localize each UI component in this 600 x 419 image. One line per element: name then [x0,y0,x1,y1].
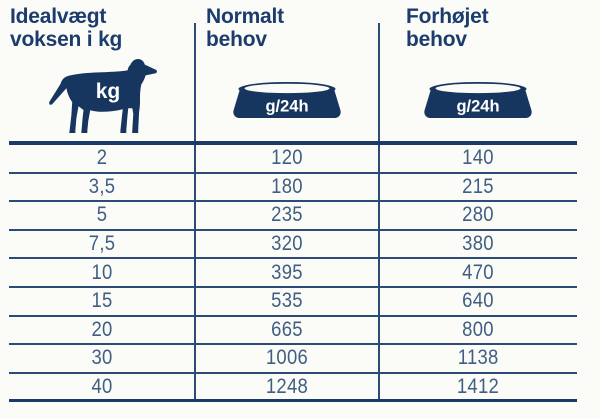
weight-column-title-line2: voksen i kg [10,28,123,51]
table-row: 5 235 280 [9,202,577,231]
elevated-column-title: Forhøjet behov [406,5,489,51]
normal-bowl-unit-label: g/24h [265,98,308,116]
elevated-amount-cell: 640 [462,289,494,313]
normal-bowl-icon: g/24h [233,82,341,118]
weight-cell: 5 [96,203,108,227]
normal-amount-cell: 1248 [265,374,309,398]
column-divider [378,23,380,402]
weight-column-title: Idealvægt voksen i kg [10,5,122,51]
elevated-bowl-icon: g/24h [424,82,532,118]
elevated-amount-cell: 140 [462,146,494,170]
column-divider [194,23,196,402]
table-row: 20 665 800 [9,317,577,346]
elevated-bowl-unit-label: g/24h [456,98,499,116]
weight-cell: 15 [91,289,113,313]
normal-amount-cell: 120 [271,146,303,170]
table-row: 30 1006 1138 [9,345,577,374]
weight-column-title-line1: Idealvægt [10,5,107,28]
weight-cell: 7,5 [88,232,116,256]
normal-amount-cell: 235 [271,203,303,227]
dog-kg-badge: kg [96,80,121,103]
elevated-amount-cell: 280 [462,203,494,227]
elevated-amount-cell: 215 [462,174,494,198]
table-row: 15 535 640 [9,288,577,317]
weight-cell: 40 [91,374,113,398]
table-row: 2 120 140 [9,145,577,174]
normal-column-title-line1: Normalt [206,5,284,28]
normal-column-title-line2: behov [206,28,267,51]
normal-amount-cell: 1006 [265,346,309,370]
table-row: 7,5 320 380 [9,231,577,260]
elevated-amount-cell: 1412 [456,374,500,398]
elevated-amount-cell: 800 [462,317,494,341]
table-row: 10 395 470 [9,259,577,288]
elevated-column-title-line1: Forhøjet [406,5,489,28]
normal-amount-cell: 395 [271,260,303,284]
normal-column-title: Normalt behov [206,5,284,51]
weight-cell: 10 [91,260,113,284]
normal-amount-cell: 320 [271,232,303,256]
weight-cell: 30 [91,346,113,370]
elevated-amount-cell: 380 [462,232,494,256]
elevated-amount-cell: 1138 [457,346,499,370]
table-row: 3,5 180 215 [9,174,577,203]
elevated-column-title-line2: behov [406,28,467,51]
normal-amount-cell: 665 [271,317,303,341]
dog-icon: kg [49,59,157,133]
normal-amount-cell: 535 [271,289,303,313]
elevated-amount-cell: 470 [462,260,494,284]
feeding-table: 2 120 140 3,5 180 215 5 235 280 7,5 320 … [9,141,577,403]
table-body: 2 120 140 3,5 180 215 5 235 280 7,5 320 … [9,145,577,403]
normal-amount-cell: 180 [271,174,303,198]
weight-cell: 20 [91,317,113,341]
table-row: 40 1248 1412 [9,374,577,403]
weight-cell: 2 [96,146,108,170]
weight-cell: 3,5 [88,174,116,198]
